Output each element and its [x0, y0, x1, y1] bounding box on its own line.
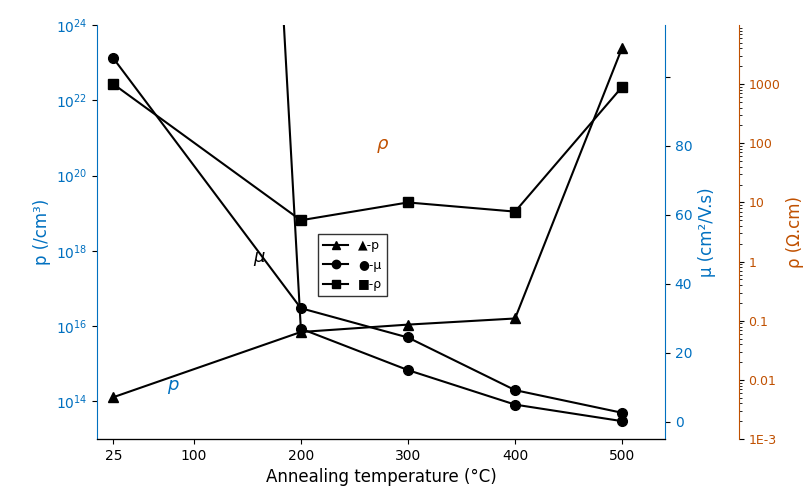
Y-axis label: μ (cm²/V.s): μ (cm²/V.s)	[698, 187, 716, 277]
Y-axis label: ρ (Ω.cm): ρ (Ω.cm)	[786, 196, 804, 268]
Text: p: p	[167, 376, 178, 394]
Y-axis label: p (/cm³): p (/cm³)	[32, 199, 50, 265]
Text: $\rho$: $\rho$	[375, 137, 389, 155]
X-axis label: Annealing temperature (°C): Annealing temperature (°C)	[266, 469, 496, 487]
Text: $\mu$: $\mu$	[253, 250, 265, 268]
Legend: ▲-p, ●-μ, ■-ρ: ▲-p, ●-μ, ■-ρ	[318, 235, 388, 296]
